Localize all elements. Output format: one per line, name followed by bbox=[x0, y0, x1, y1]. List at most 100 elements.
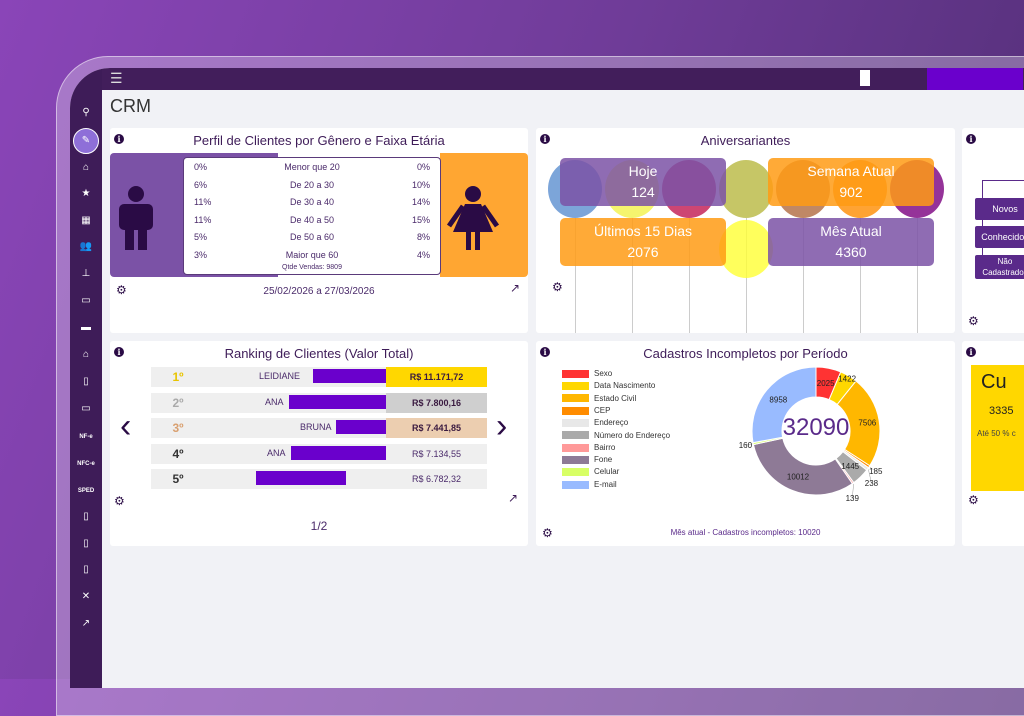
legend-item[interactable]: Endereço bbox=[562, 418, 628, 430]
funil-nao-cadastrados[interactable]: Não Cadastrados bbox=[975, 255, 1024, 279]
users-icon[interactable]: 👥 bbox=[79, 241, 93, 252]
ranking-row[interactable]: 4º ANA R$ 7.134,55 bbox=[151, 443, 487, 464]
male-percent: 3% bbox=[194, 249, 208, 260]
settings-gear-icon[interactable]: ⚙ bbox=[552, 280, 563, 294]
balloon-string bbox=[746, 278, 747, 333]
bank-icon[interactable]: ⌂ bbox=[82, 349, 90, 360]
funil-novos[interactable]: Novos bbox=[975, 198, 1024, 220]
ranking-row[interactable]: 1º LEIDIANE R$ 11.171,72 bbox=[151, 367, 487, 387]
crm-icon[interactable]: ✎ bbox=[73, 128, 99, 154]
clipboard-icon[interactable]: ▯ bbox=[83, 511, 89, 522]
external-link-icon[interactable]: ↗ bbox=[510, 281, 521, 295]
legend-item[interactable]: Data Nascimento bbox=[562, 381, 655, 393]
rank-position: 3º bbox=[172, 421, 184, 435]
legend-swatch bbox=[562, 382, 589, 391]
age-range: Maior que 60 bbox=[285, 249, 339, 260]
balloon-decoration bbox=[719, 160, 773, 218]
client-total-value: R$ 7.800,16 bbox=[386, 392, 487, 413]
legend-item[interactable]: Celular bbox=[562, 467, 619, 479]
connector-line bbox=[982, 180, 1024, 181]
hamburger-menu-icon[interactable]: ☰ bbox=[110, 70, 123, 86]
hoje-label: Hoje bbox=[628, 163, 658, 179]
legend-swatch bbox=[562, 431, 589, 440]
box-icon[interactable]: ▬ bbox=[81, 322, 91, 333]
legend-swatch bbox=[562, 369, 589, 378]
cupom-value: 3335 bbox=[989, 405, 1014, 417]
legend-swatch bbox=[562, 406, 589, 415]
legend-item[interactable]: Fone bbox=[562, 455, 612, 467]
male-percent: 6% bbox=[194, 179, 208, 190]
legend-item[interactable]: E-mail bbox=[562, 480, 617, 492]
ultimos-value: 2076 bbox=[627, 244, 659, 260]
sitemap-icon[interactable]: ⊥ bbox=[81, 268, 91, 279]
ranking-row[interactable]: 5º R$ 6.782,32 bbox=[151, 469, 487, 489]
ranking-card: i Ranking de Clientes (Valor Total) 1º L… bbox=[110, 341, 528, 546]
settings-gear-icon[interactable]: ⚙ bbox=[114, 494, 125, 508]
hoje-box[interactable]: Hoje 124 bbox=[560, 158, 726, 206]
legend-swatch bbox=[562, 468, 589, 477]
legend-item[interactable]: CEP bbox=[562, 406, 610, 418]
document-icon[interactable]: ▯ bbox=[83, 564, 89, 575]
tools-icon[interactable]: ✕ bbox=[81, 591, 91, 602]
invoice-icon[interactable]: ▯ bbox=[83, 376, 89, 387]
search-icon[interactable]: ⚲ bbox=[82, 107, 90, 118]
settings-gear-icon[interactable]: ⚙ bbox=[968, 314, 979, 328]
home-icon[interactable]: ⌂ bbox=[82, 162, 90, 173]
legend-label: Fone bbox=[594, 455, 613, 465]
star-icon[interactable]: ★ bbox=[81, 188, 91, 199]
slice-value-label: 238 bbox=[865, 479, 879, 488]
next-arrow-icon[interactable]: › bbox=[496, 407, 508, 445]
user-menu-button[interactable] bbox=[927, 68, 1023, 90]
legend-label: Estado Civil bbox=[594, 393, 637, 403]
balloon-string bbox=[803, 218, 804, 333]
client-name: ANA bbox=[265, 396, 284, 407]
male-percent: 5% bbox=[194, 232, 208, 242]
slice-leader-line bbox=[869, 467, 876, 472]
chart-icon[interactable]: ↗ bbox=[81, 618, 91, 629]
sidebar-item-nfc-e[interactable]: NFC-e bbox=[77, 461, 95, 467]
settings-gear-icon[interactable]: ⚙ bbox=[968, 493, 979, 507]
semana-box[interactable]: Semana Atual 902 bbox=[768, 158, 934, 206]
legend-swatch bbox=[562, 419, 589, 428]
info-icon[interactable]: i bbox=[966, 347, 976, 357]
sidebar-item-nf-e[interactable]: NF-e bbox=[79, 434, 93, 440]
sidebar-item-sped[interactable]: SPED bbox=[77, 488, 95, 494]
ranking-row[interactable]: 3º BRUNA R$ 7.441,85 bbox=[151, 418, 487, 438]
female-percent: 15% bbox=[411, 214, 430, 225]
company-icon[interactable] bbox=[860, 70, 870, 86]
mes-atual-box[interactable]: Mês Atual 4360 bbox=[768, 218, 934, 266]
balloon-string bbox=[917, 218, 918, 333]
info-icon[interactable]: i bbox=[540, 134, 550, 144]
donut-slice-e-mail[interactable] bbox=[751, 366, 817, 444]
mes-label: Mês Atual bbox=[820, 223, 882, 239]
donut-slice-fone[interactable] bbox=[752, 437, 854, 496]
funil-conhecidos[interactable]: Conhecidos bbox=[975, 226, 1024, 248]
legend-item[interactable]: Estado Civil bbox=[562, 394, 636, 406]
settings-gear-icon[interactable]: ⚙ bbox=[542, 526, 553, 540]
info-icon[interactable]: i bbox=[540, 347, 550, 357]
slice-value-label: 139 bbox=[846, 494, 860, 503]
money-icon[interactable]: ▭ bbox=[81, 295, 91, 306]
male-percent: 11% bbox=[194, 197, 212, 207]
age-range: Menor que 20 bbox=[284, 162, 340, 172]
funil-card: i Novos Conhecidos Não Cadastrados ⚙ bbox=[962, 128, 1024, 333]
male-icon bbox=[119, 186, 153, 250]
external-link-icon[interactable]: ↗ bbox=[508, 491, 519, 505]
info-icon[interactable]: i bbox=[966, 134, 976, 144]
redacted-name-bar bbox=[291, 445, 403, 460]
legend-item[interactable]: Bairro bbox=[562, 443, 615, 455]
card-icon[interactable]: ▭ bbox=[81, 403, 91, 414]
settings-gear-icon[interactable]: ⚙ bbox=[116, 283, 127, 297]
client-name: LEIDIANE bbox=[259, 371, 301, 381]
ranking-row[interactable]: 2º ANA R$ 7.800,16 bbox=[151, 392, 487, 413]
info-icon[interactable]: i bbox=[114, 347, 124, 357]
clipboard2-icon[interactable]: ▯ bbox=[83, 538, 89, 549]
building-icon[interactable]: ▦ bbox=[81, 215, 91, 226]
legend-item[interactable]: Sexo bbox=[562, 369, 612, 381]
ultimos-15-dias-box[interactable]: Últimos 15 Dias 2076 bbox=[560, 218, 726, 266]
info-icon[interactable]: i bbox=[114, 134, 124, 144]
female-percent: 8% bbox=[416, 232, 430, 242]
legend-item[interactable]: Número do Endereço bbox=[562, 431, 670, 443]
prev-arrow-icon[interactable]: ‹ bbox=[120, 407, 132, 445]
slice-value-label: 185 bbox=[869, 467, 883, 476]
